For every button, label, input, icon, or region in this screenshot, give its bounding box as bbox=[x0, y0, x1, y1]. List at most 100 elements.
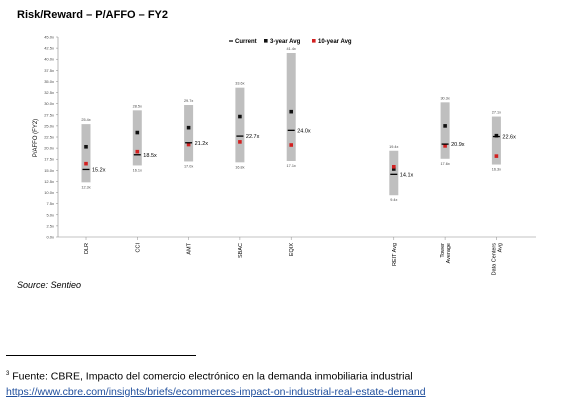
x-tick-label: Avg bbox=[497, 243, 503, 252]
ten-year-avg-marker bbox=[135, 149, 140, 154]
legend-label: Current bbox=[235, 39, 257, 45]
y-tick-label: 15.0x bbox=[44, 168, 54, 173]
high-label: 30.3x bbox=[440, 96, 449, 100]
chart-source: Source: Sentieo bbox=[17, 280, 82, 290]
low-label: 9.4x bbox=[390, 198, 397, 202]
y-tick-label: 7.5x bbox=[46, 201, 54, 206]
high-label: 41.4x bbox=[287, 47, 296, 51]
y-tick-label: 10.0x bbox=[44, 190, 54, 195]
x-tick-label: Data Centers bbox=[491, 243, 497, 276]
x-tick-label: Average bbox=[446, 243, 452, 263]
footnote-text: Fuente: CBRE, Impacto del comercio elect… bbox=[9, 370, 413, 383]
legend-ten-year-avg-marker bbox=[312, 39, 316, 43]
footnote-link[interactable]: https://www.cbre.com/insights/briefs/eco… bbox=[6, 385, 426, 398]
range-bar bbox=[389, 150, 399, 196]
current-label: 18.5x bbox=[143, 153, 157, 159]
current-label: 14.1x bbox=[400, 172, 414, 178]
range-bar bbox=[184, 105, 194, 162]
x-tick-label: AMT bbox=[187, 242, 193, 254]
footnote: 3 Fuente: CBRE, Impacto del comercio ele… bbox=[6, 367, 426, 400]
three-year-avg-marker bbox=[186, 125, 191, 130]
x-tick-label: EQIX bbox=[289, 243, 295, 256]
current-label: 15.2x bbox=[92, 167, 106, 173]
chart-legend: Current 3-year Avg 10-year Avg bbox=[229, 39, 352, 45]
range-chart: 0.0x 2.5x 5.0x 7.5x 10.0x 12.5x 15.0x 17.5x 20.0… bbox=[33, 35, 536, 276]
y-tick-label: 40.0x bbox=[44, 57, 54, 62]
current-label: 20.9x bbox=[451, 142, 465, 148]
x-category-label: DLR bbox=[84, 243, 90, 254]
low-label: 16.8x bbox=[235, 165, 244, 169]
current-label: 24.0x bbox=[297, 128, 311, 134]
y-tick-label: 30.0x bbox=[44, 101, 54, 106]
range-bar bbox=[235, 87, 245, 163]
y-tick-label: 22.5x bbox=[44, 135, 54, 140]
legend-label: 10-year Avg bbox=[318, 39, 352, 45]
range-bar bbox=[286, 53, 296, 161]
range-bar bbox=[491, 116, 501, 165]
ten-year-avg-marker bbox=[186, 142, 191, 147]
ten-year-avg-marker bbox=[392, 164, 396, 169]
ten-year-avg-marker bbox=[238, 140, 242, 144]
ten-year-avg-marker bbox=[84, 161, 88, 166]
y-tick-label: 37.5x bbox=[44, 68, 54, 73]
range-bars: 25.4x 12.3x 15.2x 28.5x 16.1x 18.5x 29.7x 17.0x… bbox=[81, 47, 516, 202]
x-category-label: SBAC bbox=[238, 243, 244, 258]
x-category-label: Tower Average bbox=[440, 243, 452, 264]
y-tick-label: 20.0x bbox=[44, 146, 54, 151]
range-bar bbox=[132, 110, 142, 166]
y-tick-label: 27.5x bbox=[44, 112, 54, 117]
three-year-avg-marker bbox=[238, 114, 242, 119]
x-category-label: Data Centers Avg bbox=[491, 243, 503, 276]
footnote-marker: 3 bbox=[6, 371, 10, 377]
x-axis: DLR CCI AMT SBAC EQIX REIT Avg Tower Average Dat… bbox=[58, 236, 536, 276]
y-axis-label: P/AFFO (FY2) bbox=[33, 119, 39, 157]
low-label: 17.0x bbox=[184, 164, 193, 168]
low-label: 17.6x bbox=[440, 162, 449, 166]
x-tick-label: DLR bbox=[84, 243, 90, 254]
high-label: 28.5x bbox=[133, 104, 142, 108]
x-tick-label: CCI bbox=[135, 243, 141, 253]
y-tick-label: 32.5x bbox=[44, 90, 54, 95]
low-label: 16.1x bbox=[133, 168, 142, 172]
y-axis: 0.0x 2.5x 5.0x 7.5x 10.0x 12.5x 15.0x 17.5x 20.0… bbox=[44, 35, 59, 240]
range-bar bbox=[81, 124, 91, 183]
y-tick-label: 5.0x bbox=[46, 212, 54, 217]
current-label: 22.7x bbox=[246, 134, 260, 140]
y-tick-label: 0.0x bbox=[46, 235, 54, 240]
y-tick-label: 35.0x bbox=[44, 79, 54, 84]
x-category-label: CCI bbox=[135, 243, 141, 253]
ten-year-avg-marker bbox=[443, 144, 447, 148]
y-tick-label: 12.5x bbox=[44, 179, 54, 184]
high-label: 27.1x bbox=[492, 111, 501, 115]
y-tick-label: 42.5x bbox=[44, 46, 54, 51]
high-label: 19.4x bbox=[389, 145, 398, 149]
x-tick-label: REIT Avg bbox=[392, 243, 398, 266]
legend-three-year-avg-marker bbox=[264, 39, 268, 43]
three-year-avg-marker bbox=[443, 124, 447, 128]
current-label: 21.2x bbox=[195, 141, 209, 147]
x-tick-label: Tower bbox=[440, 243, 446, 258]
y-tick-label: 2.5x bbox=[46, 223, 54, 228]
three-year-avg-marker bbox=[84, 144, 88, 149]
low-label: 12.3x bbox=[81, 185, 90, 189]
low-label: 17.1x bbox=[287, 164, 296, 168]
y-tick-label: 25.0x bbox=[44, 123, 54, 128]
three-year-avg-marker bbox=[135, 130, 140, 135]
three-year-avg-marker bbox=[392, 167, 396, 171]
chart-title: Risk/Reward – P/AFFO – FY2 bbox=[17, 9, 168, 21]
high-label: 29.7x bbox=[184, 99, 193, 103]
ten-year-avg-marker bbox=[289, 143, 293, 147]
high-label: 33.6x bbox=[235, 82, 244, 86]
low-label: 16.3x bbox=[492, 168, 501, 172]
x-tick-label: SBAC bbox=[238, 243, 244, 258]
range-bar bbox=[440, 102, 450, 159]
y-tick-label: 45.0x bbox=[44, 35, 54, 40]
x-category-label: AMT bbox=[187, 242, 193, 254]
three-year-avg-marker bbox=[494, 133, 499, 138]
x-category-label: REIT Avg bbox=[392, 243, 398, 266]
y-tick-label: 17.5x bbox=[44, 157, 54, 162]
footnote-divider bbox=[6, 355, 196, 356]
current-label: 22.6x bbox=[502, 135, 516, 141]
ten-year-avg-marker bbox=[494, 154, 499, 158]
legend-label: 3-year Avg bbox=[270, 39, 301, 45]
